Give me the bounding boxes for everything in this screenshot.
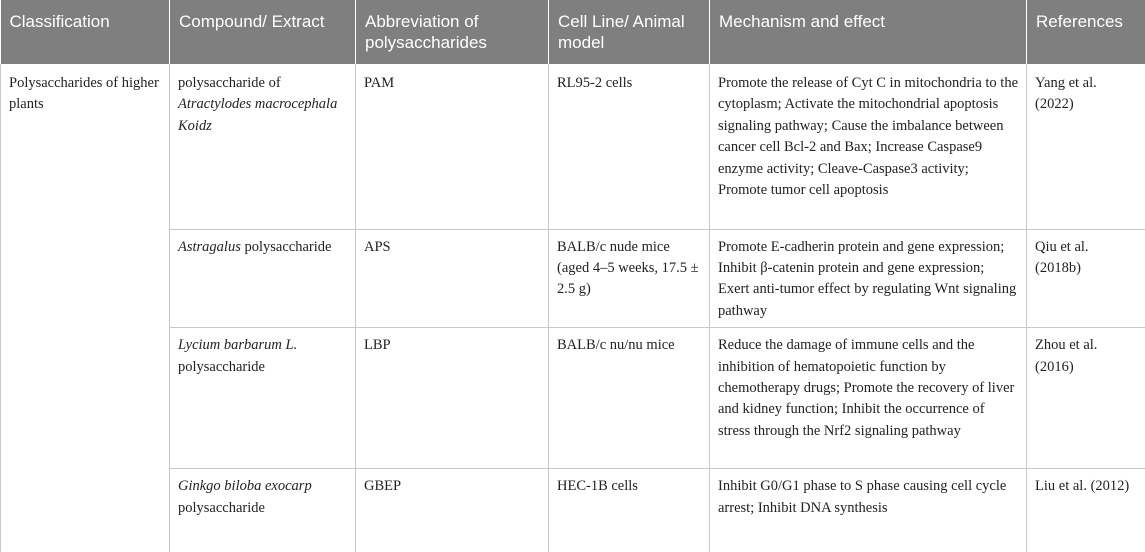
table-row: Ginkgo biloba exocarp polysaccharide GBE… — [1, 469, 1145, 552]
mechanism-cell: Promote the release of Cyt C in mitochon… — [710, 64, 1027, 229]
table-row: Polysaccharides of higher plants polysac… — [1, 64, 1145, 229]
abbreviation-cell: LBP — [356, 328, 549, 469]
compound-cell: polysaccharide of Atractylodes macroceph… — [170, 64, 356, 229]
header-references: References — [1027, 0, 1145, 64]
cell-line-cell: HEC-1B cells — [549, 469, 710, 552]
reference-cell: Qiu et al. (2018b) — [1027, 229, 1145, 328]
abbreviation-cell: APS — [356, 229, 549, 328]
mechanism-cell: Promote E-cadherin protein and gene expr… — [710, 229, 1027, 328]
header-compound: Compound/ Extract — [170, 0, 356, 64]
compound-suffix: polysaccharide — [178, 359, 265, 375]
compound-italic: Lycium barbarum L. — [178, 337, 297, 353]
compound-cell: Astragalus polysaccharide — [170, 229, 356, 328]
compound-cell: Lycium barbarum L. polysaccharide — [170, 328, 356, 469]
classification-cell: Polysaccharides of higher plants — [1, 64, 170, 552]
compound-italic: Astragalus — [178, 239, 241, 255]
abbreviation-cell: GBEP — [356, 469, 549, 552]
compound-cell: Ginkgo biloba exocarp polysaccharide — [170, 469, 356, 552]
reference-cell: Yang et al. (2022) — [1027, 64, 1145, 229]
table-row: Astragalus polysaccharide APS BALB/c nud… — [1, 229, 1145, 328]
header-row: Classification Compound/ Extract Abbrevi… — [1, 0, 1145, 64]
compound-suffix: polysaccharide — [241, 239, 332, 255]
cell-line-cell: BALB/c nu/nu mice — [549, 328, 710, 469]
compound-suffix: polysaccharide — [178, 500, 265, 516]
header-mechanism: Mechanism and effect — [710, 0, 1027, 64]
cell-line-cell: RL95-2 cells — [549, 64, 710, 229]
compound-italic: Ginkgo biloba exocarp — [178, 478, 312, 494]
mechanism-cell: Inhibit G0/G1 phase to S phase causing c… — [710, 469, 1027, 552]
reference-cell: Liu et al. (2012) — [1027, 469, 1145, 552]
compound-prefix: polysaccharide of — [178, 75, 281, 91]
compound-italic: Atractylodes macrocephala Koidz — [178, 96, 337, 133]
cell-line-cell: BALB/c nude mice (aged 4–5 weeks, 17.5 ±… — [549, 229, 710, 328]
header-abbreviation: Abbreviation of polysaccharides — [356, 0, 549, 64]
table-row: Lycium barbarum L. polysaccharide LBP BA… — [1, 328, 1145, 469]
header-classification: Classification — [1, 0, 170, 64]
reference-cell: Zhou et al. (2016) — [1027, 328, 1145, 469]
abbreviation-cell: PAM — [356, 64, 549, 229]
header-cell-line: Cell Line/ Animal model — [549, 0, 710, 64]
mechanism-cell: Reduce the damage of immune cells and th… — [710, 328, 1027, 469]
